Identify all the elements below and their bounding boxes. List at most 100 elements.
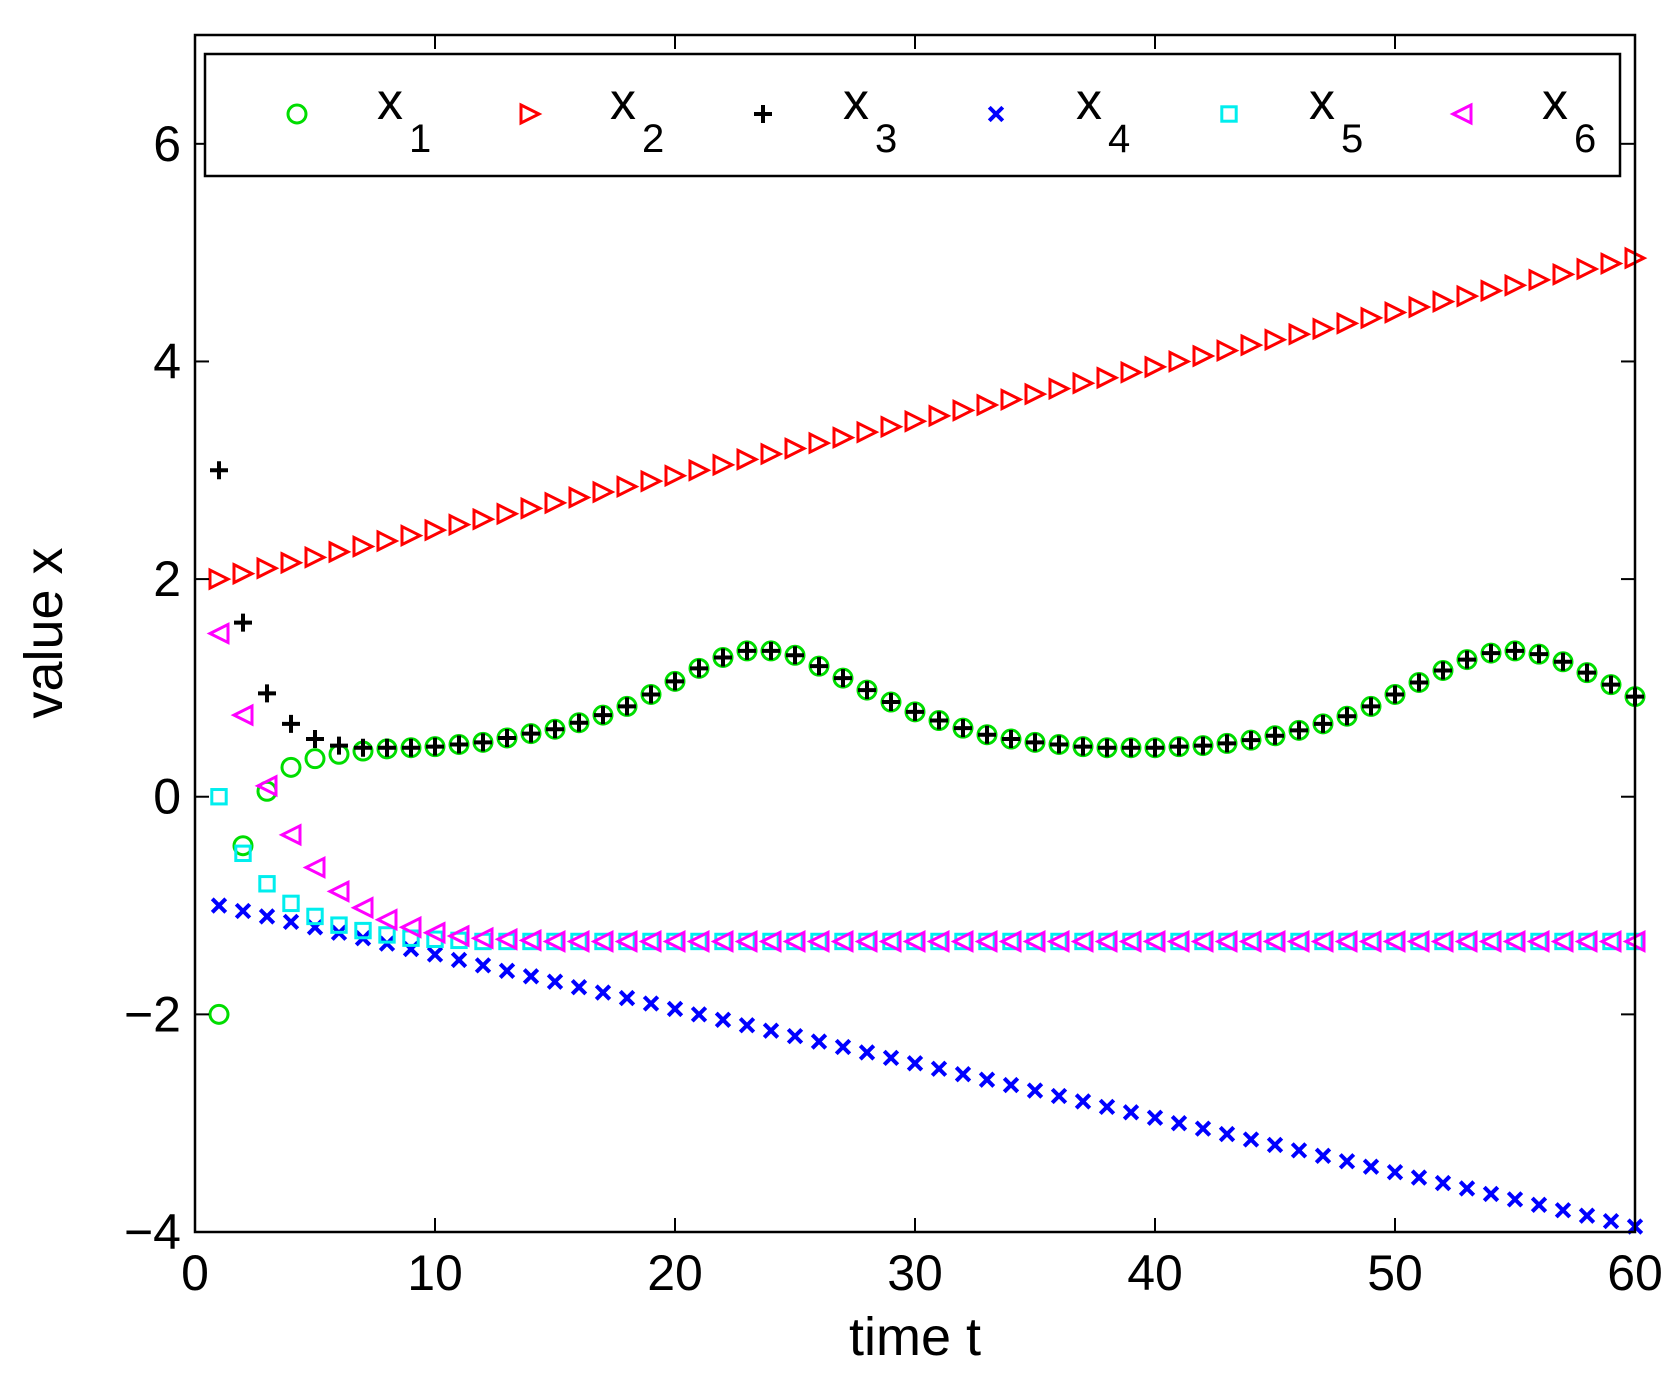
data-point-x3-49	[1362, 697, 1380, 716]
data-point-x1-4	[280, 756, 302, 778]
data-point-x3-28	[858, 681, 876, 700]
data-point-x3-1	[210, 461, 228, 480]
data-point-x2-3	[256, 556, 280, 580]
data-point-x4-55	[1506, 1191, 1524, 1208]
data-point-x4-39	[1122, 1104, 1140, 1121]
y-tick-label: 4	[153, 333, 181, 389]
data-point-x2-48	[1336, 311, 1360, 335]
data-point-x3-17	[594, 706, 612, 725]
data-point-x6-37	[1070, 930, 1094, 953]
axis-ticks: 0 10 20 30 40 50 60 −4 −2 0 2 4 6	[124, 35, 1663, 1301]
data-point-x4-43	[1218, 1125, 1236, 1143]
data-point-x3-7	[354, 738, 372, 757]
legend-label: x	[377, 73, 403, 131]
data-point-x6-42	[1190, 930, 1214, 953]
data-point-x3-41	[1170, 737, 1188, 756]
data-point-x4-11	[450, 951, 468, 969]
data-point-x6-58	[1574, 930, 1598, 953]
data-point-x2-9	[400, 524, 424, 547]
data-point-x1-2	[232, 835, 254, 857]
data-point-x4-28	[858, 1044, 876, 1061]
data-point-x3-15	[546, 720, 564, 739]
legend-marker-x4	[987, 105, 1005, 123]
data-point-x4-29	[882, 1049, 900, 1067]
data-point-x6-27	[830, 930, 854, 953]
data-point-x3-42	[1194, 736, 1212, 755]
x-axis-label: time t	[849, 1307, 981, 1367]
data-point-x2-33	[976, 393, 1000, 417]
data-point-x4-35	[1026, 1082, 1044, 1099]
data-point-x4-16	[570, 978, 588, 996]
data-point-x3-25	[786, 646, 804, 665]
data-point-x2-58	[1576, 257, 1600, 281]
data-point-x1-1	[208, 1003, 230, 1025]
data-point-x6-46	[1286, 930, 1310, 953]
data-point-x3-14	[522, 724, 540, 743]
data-point-x6-22	[710, 930, 734, 953]
legend-entry-x1: x1	[286, 73, 431, 161]
series-x1	[208, 640, 1646, 1025]
y-tick-label: −2	[124, 986, 181, 1042]
legend-label: x	[1309, 73, 1335, 131]
legend-label-subscript: 3	[875, 117, 897, 161]
data-point-x2-2	[232, 562, 256, 586]
series-x2	[208, 246, 1648, 591]
data-point-x6-21	[686, 930, 710, 953]
legend-marker-x3	[754, 105, 772, 123]
data-point-x4-33	[978, 1071, 996, 1088]
data-point-x3-11	[450, 735, 468, 754]
data-point-x5-2	[234, 844, 252, 863]
data-point-x6-18	[614, 930, 638, 953]
data-point-x2-7	[352, 535, 376, 558]
data-point-x2-8	[376, 529, 400, 553]
data-point-x5-3	[258, 875, 276, 893]
data-point-x6-3	[254, 774, 278, 798]
data-point-x3-9	[402, 738, 420, 757]
data-point-x5-6	[330, 916, 348, 934]
data-point-x3-43	[1218, 734, 1236, 753]
data-point-x6-5	[302, 856, 326, 879]
data-point-x2-30	[904, 409, 928, 433]
data-point-x4-24	[762, 1022, 780, 1039]
data-point-x4-34	[1002, 1076, 1020, 1094]
data-point-x2-19	[640, 469, 664, 493]
data-point-x6-8	[374, 908, 398, 932]
data-point-x3-35	[1026, 733, 1044, 752]
data-point-x2-41	[1168, 350, 1192, 373]
y-tick-label: −4	[124, 1204, 181, 1260]
data-point-x6-30	[902, 930, 926, 953]
data-point-x3-10	[426, 737, 444, 756]
plot-area	[206, 246, 1648, 1235]
data-point-x2-17	[592, 480, 616, 504]
data-point-x6-23	[734, 930, 758, 953]
data-point-x2-24	[760, 442, 784, 466]
data-point-x4-30	[906, 1055, 924, 1072]
data-point-x4-4	[282, 913, 300, 931]
data-point-x1-5	[304, 748, 326, 770]
data-point-x2-22	[712, 453, 736, 477]
data-point-x2-54	[1480, 279, 1504, 303]
data-point-x4-8	[378, 935, 396, 952]
data-point-x6-45	[1262, 930, 1286, 953]
data-point-x3-39	[1122, 738, 1140, 757]
data-point-x3-48	[1338, 707, 1356, 726]
data-point-x6-2	[230, 703, 254, 727]
data-point-x2-23	[736, 447, 760, 471]
data-point-x6-33	[974, 930, 998, 953]
legend-entry-x3: x3	[754, 73, 897, 161]
data-point-x4-21	[690, 1006, 708, 1023]
data-point-x6-51	[1406, 930, 1430, 953]
data-point-x3-2	[234, 613, 252, 632]
data-point-x6-52	[1430, 930, 1454, 953]
data-point-x2-32	[952, 398, 976, 422]
data-point-x3-52	[1434, 661, 1452, 680]
legend-marker-x1	[286, 103, 308, 125]
data-point-x6-26	[806, 930, 830, 953]
legend-marker-x5	[1220, 105, 1238, 123]
legend-entry-x6: x6	[1449, 73, 1596, 161]
data-point-x4-40	[1146, 1109, 1164, 1126]
legend-label-subscript: 1	[409, 117, 431, 161]
data-point-x3-3	[258, 684, 276, 703]
